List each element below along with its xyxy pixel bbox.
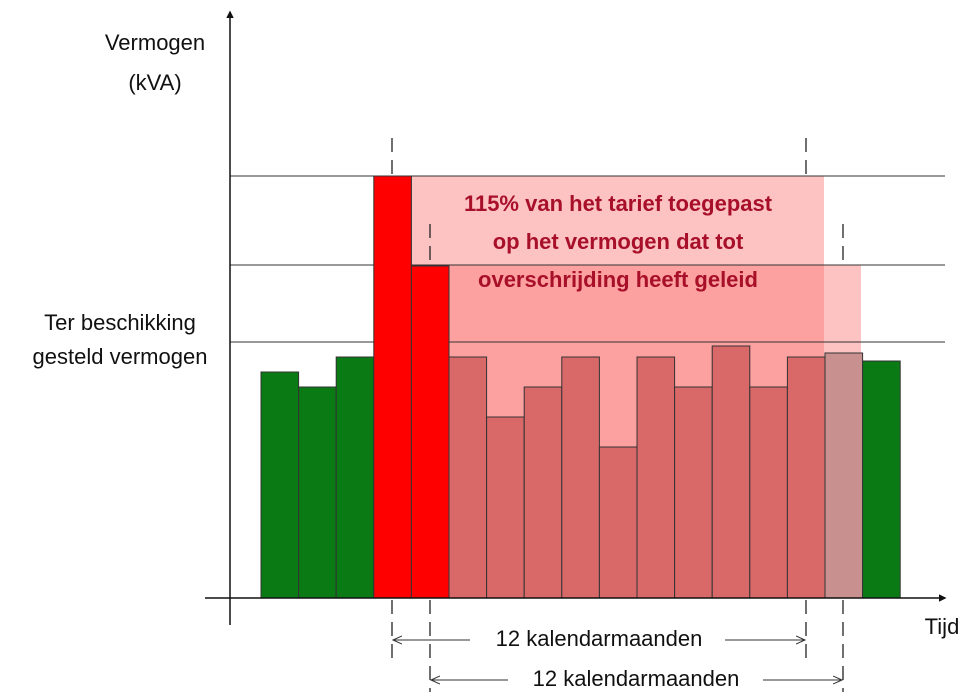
bar (598, 446, 638, 599)
bar (786, 356, 826, 599)
bar (711, 345, 751, 599)
bar (674, 386, 713, 599)
period-label: 12 kalendarmaanden (533, 666, 740, 691)
bars (260, 175, 901, 599)
y-label: Vermogen (105, 30, 205, 55)
note: overschrijding heeft geleid (478, 267, 758, 292)
bar (486, 416, 525, 599)
bar (862, 360, 901, 599)
bar (636, 356, 676, 599)
period-label: 12 kalendarmaanden (496, 626, 703, 651)
bar (335, 356, 375, 599)
note: 115% van het tarief toegepast (464, 191, 773, 216)
bar (410, 265, 450, 599)
bar (448, 356, 488, 599)
bar (824, 352, 864, 599)
bar (749, 386, 788, 599)
x-label: Tijd (925, 614, 960, 639)
note: op het vermogen dat tot (493, 229, 744, 254)
bar (561, 356, 600, 599)
bar (373, 175, 412, 599)
levels (230, 175, 945, 343)
threshold-label: Ter beschikking (44, 310, 196, 335)
bar (260, 371, 300, 599)
threshold-label: gesteld vermogen (33, 344, 208, 369)
bar (523, 386, 563, 599)
bar (298, 386, 337, 599)
period-arrows (393, 640, 842, 680)
axes (205, 10, 947, 625)
y-label: (kVA) (128, 70, 181, 95)
